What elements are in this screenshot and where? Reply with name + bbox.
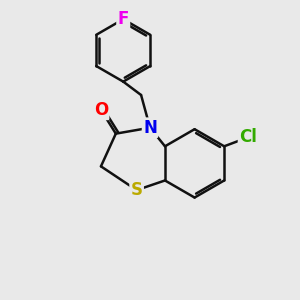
- Text: O: O: [94, 101, 108, 119]
- Text: N: N: [143, 119, 157, 137]
- Text: F: F: [118, 10, 129, 28]
- Text: S: S: [130, 181, 142, 199]
- Text: Cl: Cl: [239, 128, 257, 146]
